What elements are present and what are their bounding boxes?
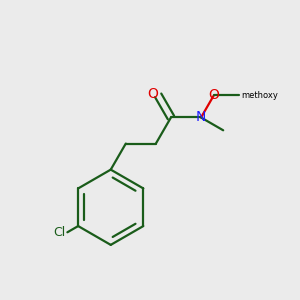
Text: O: O: [147, 87, 158, 101]
Text: O: O: [208, 88, 219, 102]
Text: Cl: Cl: [53, 226, 66, 239]
Text: N: N: [196, 110, 206, 124]
Text: methoxy: methoxy: [241, 91, 278, 100]
